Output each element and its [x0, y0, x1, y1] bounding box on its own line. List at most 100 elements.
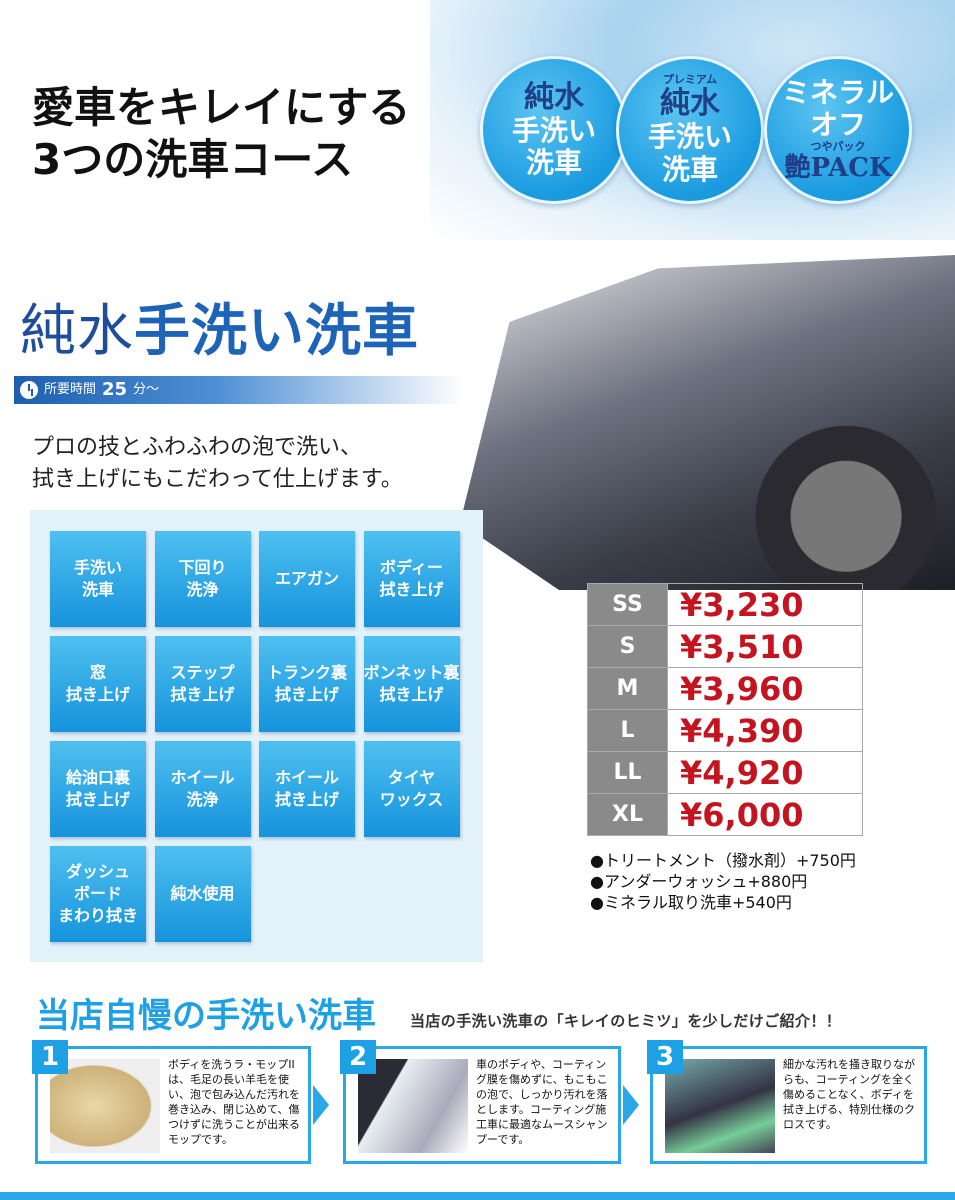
service-label: エアガン — [274, 569, 339, 588]
step-number: 2 — [340, 1040, 376, 1074]
service-item: 窓拭き上げ — [50, 636, 146, 732]
option-item: ●ミネラル取り洗車+540円 — [590, 893, 792, 912]
badge-text: 手洗い — [647, 120, 732, 154]
service-label: ダッシュ — [65, 862, 130, 881]
price-row: M ¥3,960 — [587, 667, 863, 710]
step-text: 車のボディや、コーティング膜を傷めずに、もこもこの泡で、しっかり汚れを落とします… — [476, 1058, 608, 1146]
service-label: 洗浄 — [186, 580, 219, 599]
service-item: ダッシュボードまわり拭き — [50, 846, 146, 942]
course-title: 純水手洗い洗車 — [20, 298, 419, 366]
price-cell: ¥4,920 — [667, 751, 863, 794]
step-text: 細かな汚れを掻き取りながらも、コーティングを全く傷めることなく、ボディを拭き上げ… — [783, 1058, 915, 1131]
price-row: S ¥3,510 — [587, 625, 863, 668]
badge-text: プレミアム — [662, 73, 718, 87]
step-box-3: 細かな汚れを掻き取りながらも、コーティングを全く傷めることなく、ボディを拭き上げ… — [650, 1046, 927, 1164]
service-label: 窓 — [89, 663, 106, 682]
service-item: 給油口裏 拭き上げ — [50, 741, 146, 837]
option-item: ●トリートメント（撥水剤）+750円 — [590, 851, 856, 870]
badge-text: 洗車 — [661, 152, 718, 186]
service-label: 拭き上げ — [65, 685, 130, 704]
time-unit: 分〜 — [133, 382, 160, 397]
section-title: 当店自慢の手洗い洗車 — [36, 996, 376, 1036]
price-table: SS ¥3,230 S ¥3,510 M ¥3,960 L ¥4,390 LL ¥4,920 XL ¥… — [587, 583, 863, 836]
service-label: タイヤ — [387, 768, 436, 787]
page-title: 愛車をキレイにする 3つの洗車コース — [32, 82, 410, 186]
service-label: トランク裏 — [266, 663, 347, 682]
title-line: 愛車をキレイにする — [32, 83, 411, 132]
price-row: SS ¥3,230 — [587, 583, 863, 626]
section-subtitle: 当店の手洗い洗車の「キレイのヒミツ」を少しだけご紹介！！ — [410, 1012, 842, 1030]
service-label: 拭き上げ — [379, 580, 444, 599]
course-title-a: 純水 — [20, 299, 134, 364]
price-cell: ¥3,960 — [667, 667, 863, 710]
mop-photo — [50, 1059, 160, 1153]
service-item: ホイール 洗浄 — [154, 741, 251, 837]
price-row: L ¥4,390 — [587, 709, 863, 752]
course-title-b: 手洗い洗車 — [134, 299, 419, 364]
bottom-bar — [0, 1192, 955, 1200]
arrow-right-icon — [623, 1085, 639, 1125]
car-wash-photo — [460, 255, 955, 590]
service-label: ボード — [73, 884, 122, 903]
service-item: ステップ 拭き上げ — [154, 636, 251, 732]
price-row: XL ¥6,000 — [587, 793, 863, 836]
size-cell: L — [587, 709, 668, 752]
price-cell: ¥3,510 — [667, 625, 863, 668]
step-text: ボディを洗うラ・モップIIは、毛足の長い羊毛を使い、泡で包み込んだ汚れを巻き込み… — [168, 1058, 300, 1146]
price-cell: ¥3,230 — [667, 583, 863, 626]
time-value: 25 — [102, 379, 128, 400]
badge-text: 艶PACK — [784, 152, 892, 183]
option-item: ●アンダーウォッシュ+880円 — [590, 872, 808, 891]
price-cell: ¥6,000 — [667, 793, 863, 836]
size-cell: S — [587, 625, 668, 668]
service-label: ボンネット裏 — [363, 663, 460, 682]
service-label: ステップ — [170, 663, 235, 682]
foam-photo — [358, 1059, 468, 1153]
cloth-photo — [665, 1059, 775, 1153]
time-bar: 所要時間 25 分〜 — [14, 376, 464, 404]
price-cell: ¥4,390 — [667, 709, 863, 752]
course-description: プロの技とふわふわの泡で洗い、 拭き上げにもこだわって仕上げます。 — [32, 432, 403, 496]
service-item: タイヤ ワックス — [363, 741, 460, 837]
badge-text: 洗車 — [525, 146, 582, 180]
step-number: 1 — [32, 1040, 68, 1074]
service-label: まわり拭き — [57, 906, 138, 925]
course-badge-pure-water: 純水 手洗い 洗車 — [480, 56, 628, 204]
service-item: ボディー 拭き上げ — [363, 531, 460, 627]
badge-text: 手洗い — [511, 114, 596, 148]
service-label: ワックス — [379, 790, 444, 809]
service-item: ホイール 拭き上げ — [259, 741, 355, 837]
badge-text: ミネラル — [781, 75, 894, 109]
step-box-1: ボディを洗うラ・モップIIは、毛足の長い羊毛を使い、泡で包み込んだ汚れを巻き込み… — [35, 1046, 311, 1164]
service-label: ホイール — [170, 768, 235, 787]
size-cell: XL — [587, 793, 668, 836]
clock-icon — [20, 381, 38, 399]
service-label: 拭き上げ — [274, 790, 339, 809]
service-item: ボンネット裏 拭き上げ — [363, 636, 460, 732]
service-label: 給油口裏 — [65, 768, 130, 787]
service-item: 下回り 洗浄 — [154, 531, 251, 627]
course-badge-premium: プレミアム 純水 手洗い 洗車 — [616, 56, 764, 204]
service-item: エアガン — [259, 531, 355, 627]
service-label: 拭き上げ — [170, 685, 235, 704]
service-label: 拭き上げ — [65, 790, 130, 809]
size-cell: LL — [587, 751, 668, 794]
service-label: 手洗い — [73, 558, 122, 577]
course-badge-mineral-off: ミネラル オフ つやパック 艶PACK — [764, 56, 912, 204]
service-label: 純水使用 — [170, 884, 235, 903]
service-label: 洗車 — [81, 580, 114, 599]
service-item: 純水使用 — [154, 846, 251, 942]
service-item: トランク裏 拭き上げ — [259, 636, 355, 732]
service-label: 拭き上げ — [379, 685, 444, 704]
size-cell: SS — [587, 583, 668, 626]
price-row: LL ¥4,920 — [587, 751, 863, 794]
badge-text: 純水 — [524, 79, 584, 115]
title-line: 3つの洗車コース — [32, 135, 354, 184]
service-label: 洗浄 — [186, 790, 219, 809]
size-cell: M — [587, 667, 668, 710]
step-box-2: 車のボディや、コーティング膜を傷めずに、もこもこの泡で、しっかり汚れを落とします… — [343, 1046, 621, 1164]
service-label: ホイール — [274, 768, 339, 787]
service-item: 手洗い 洗車 — [50, 531, 146, 627]
desc-line: プロの技とふわふわの泡で洗い、 — [32, 435, 363, 460]
badge-text: 純水 — [660, 85, 720, 121]
